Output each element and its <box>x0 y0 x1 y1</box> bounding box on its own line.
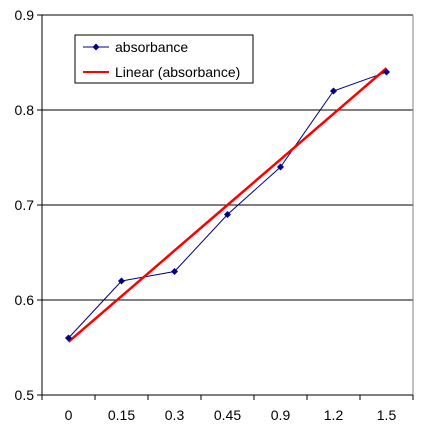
trendline-linear-absorbance <box>67 67 388 343</box>
data-point-absorbance <box>224 211 231 218</box>
x-tick-label: 1.2 <box>324 407 344 423</box>
x-tick-label: 1.5 <box>377 407 397 423</box>
y-tick-label: 0.5 <box>15 387 35 403</box>
legend-box <box>74 34 254 84</box>
y-tick-label: 0.9 <box>15 7 35 23</box>
x-tick-label: 0.15 <box>108 407 135 423</box>
y-tick-labels: 0.5 0.6 0.7 0.8 0.9 <box>15 7 35 403</box>
legend-marker-absorbance <box>92 43 100 51</box>
data-point-absorbance <box>277 163 284 171</box>
y-tick-label: 0.7 <box>15 197 35 213</box>
x-tick-label: 0 <box>65 407 73 423</box>
series-layer <box>65 67 390 343</box>
x-tick-label: 0.3 <box>165 407 185 423</box>
y-tick-label: 0.8 <box>15 102 35 118</box>
data-point-absorbance <box>65 334 72 342</box>
x-tick-labels: 0 0.15 0.3 0.45 0.9 1.2 1.5 <box>65 407 397 423</box>
y-tick-label: 0.6 <box>15 292 35 308</box>
legend-label-linear: Linear (absorbance) <box>115 64 240 80</box>
data-point-absorbance <box>118 277 125 285</box>
data-point-absorbance <box>171 268 178 275</box>
axes <box>37 14 414 400</box>
data-point-absorbance <box>383 68 390 76</box>
legend-label-absorbance: absorbance <box>115 39 188 55</box>
gridlines <box>42 14 413 301</box>
data-point-absorbance <box>330 87 337 95</box>
x-tick-label: 0.45 <box>214 407 241 423</box>
legend: absorbance Linear (absorbance) <box>74 34 254 84</box>
x-tick-label: 0.9 <box>271 407 291 423</box>
